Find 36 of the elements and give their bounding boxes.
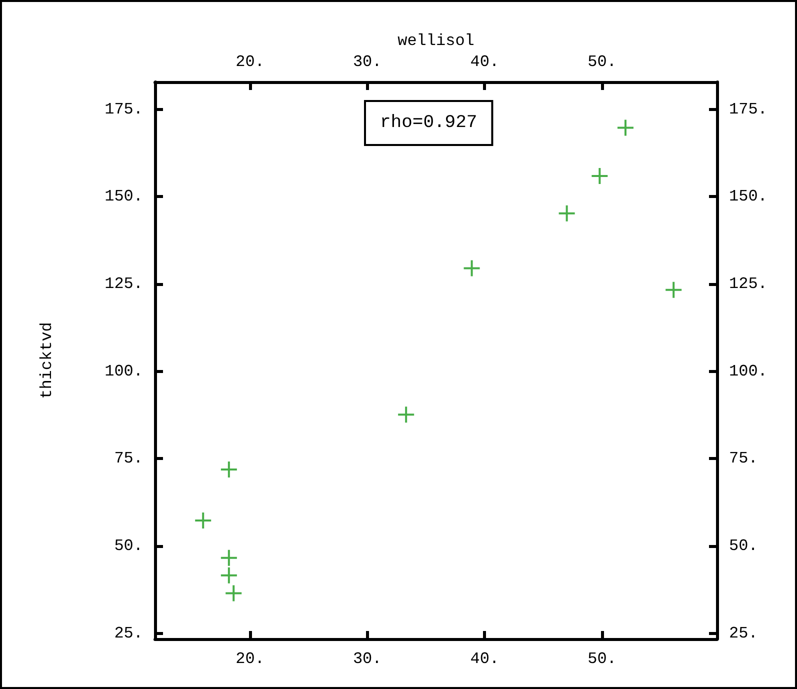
point xyxy=(220,460,238,479)
y-tick-label: 175. xyxy=(104,100,143,118)
x-tick-label: 50. xyxy=(588,650,616,668)
point xyxy=(220,566,238,584)
y2-tick-label: 75. xyxy=(729,450,758,468)
y-tick-label: 100. xyxy=(104,362,143,380)
point xyxy=(590,167,609,185)
y-tick-label: 25. xyxy=(114,624,143,642)
y-tick-label: 150. xyxy=(104,188,143,206)
y-tick-label: 50. xyxy=(114,537,143,556)
point xyxy=(558,204,576,222)
x2-tick-label: 30. xyxy=(352,53,382,71)
x2-tick-label: 20. xyxy=(236,53,264,71)
x2-tick-label: 50. xyxy=(588,53,616,71)
point xyxy=(664,280,683,299)
point xyxy=(194,512,212,530)
y2-tick-label: 100. xyxy=(729,362,768,380)
y2-tick-label: 50. xyxy=(729,537,758,556)
y2-tick-label: 125. xyxy=(729,274,768,293)
y2-tick-label: 25. xyxy=(729,624,758,642)
point xyxy=(462,259,481,278)
y2-tick-label: 175. xyxy=(729,100,768,118)
x-tick-label: 30. xyxy=(352,650,382,668)
point xyxy=(220,548,238,567)
y-tick-label: 75. xyxy=(114,450,143,468)
y-tick-label: 125. xyxy=(104,274,143,293)
point xyxy=(397,406,416,424)
point xyxy=(616,118,634,137)
x-axis-title: wellisol xyxy=(398,32,474,50)
annotation: rho=0.927 xyxy=(380,113,478,133)
y-axis-title: thicktvd xyxy=(38,322,56,399)
x2-tick-label: 40. xyxy=(470,53,500,71)
x-tick-label: 20. xyxy=(236,650,264,668)
point xyxy=(224,584,243,602)
y2-tick-label: 150. xyxy=(729,188,768,206)
x-tick-label: 40. xyxy=(470,650,500,668)
